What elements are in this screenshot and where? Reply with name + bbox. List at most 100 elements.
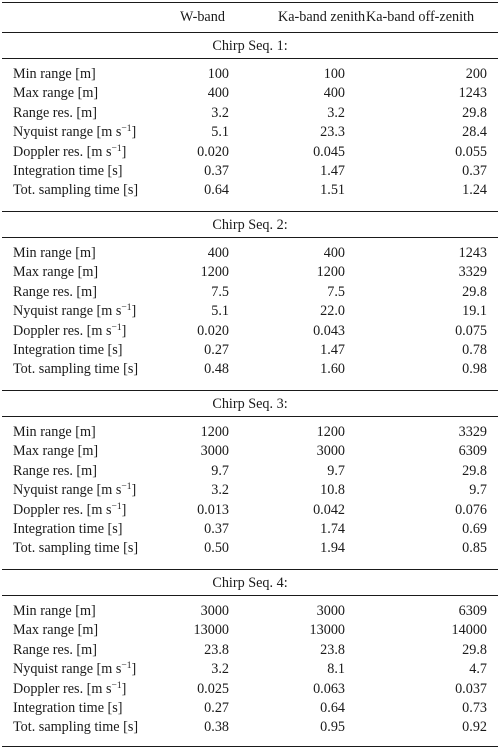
section-title-text: Chirp Seq. 1: (212, 38, 288, 54)
value-w-band: 23.8 (204, 641, 229, 658)
value-ka-zenith: 1.94 (320, 540, 345, 557)
value-ka-zenith: 3.2 (327, 104, 345, 121)
row-label-tail: ] (121, 501, 127, 518)
row-label-text: Doppler res. [m s (13, 680, 112, 697)
row-label: Integration time [s] (13, 701, 123, 715)
value-ka-off-zenith: 6309 (458, 603, 487, 619)
value-ka-off-zenith: 0.076 (455, 501, 487, 518)
value-w-band: 13000 (193, 622, 229, 639)
value-w-band: 5.1 (211, 303, 229, 320)
value-ka-zenith: 7.5 (327, 283, 345, 300)
row-label-text: Integration time [s] (13, 342, 123, 358)
value-w-band: 0.37 (204, 521, 229, 537)
value-ka-zenith: 8.1 (327, 661, 345, 678)
value-ka-off-zenith: 0.98 (462, 361, 487, 378)
table-row: Nyquist range [m s−1] 3.2 8.1 4.7 (0, 659, 500, 679)
value-ka-zenith: 22.0 (320, 303, 345, 320)
value-ka-off-zenith: 0.69 (462, 521, 487, 537)
value-ka-off-zenith: 28.4 (462, 124, 487, 141)
value-w-band: 0.025 (197, 680, 229, 697)
row-label-text: Doppler res. [m s (13, 143, 112, 160)
value-ka-zenith: 1.74 (320, 521, 345, 537)
value-ka-off-zenith: 29.8 (462, 462, 487, 479)
row-label-tail: ] (131, 482, 137, 499)
row-label-text: Tot. sampling time [s] (13, 719, 139, 736)
value-ka-off-zenith: 0.37 (462, 163, 487, 179)
row-label-text: Doppler res. [m s (13, 322, 112, 339)
table-row: Integration time [s] 0.27 1.47 0.78 (0, 340, 500, 360)
row-label-tail: ] (131, 303, 137, 320)
value-w-band: 0.48 (204, 361, 229, 378)
row-label-text: Min range [m] (13, 424, 96, 440)
value-ka-off-zenith: 0.73 (462, 700, 487, 716)
value-ka-off-zenith: 200 (465, 66, 487, 82)
table-row: Min range [m] 100 100 200 (0, 64, 500, 84)
value-ka-off-zenith: 4.7 (469, 661, 487, 678)
table-row: Tot. sampling time [s] 0.64 1.51 1.24 (0, 180, 500, 200)
unit-exponent: −1 (111, 322, 122, 333)
row-label: Range res. [m] (13, 285, 97, 299)
value-ka-zenith: 0.063 (313, 680, 345, 697)
table-row: Tot. sampling time [s] 0.50 1.94 0.85 (0, 538, 500, 558)
value-w-band: 0.27 (204, 342, 229, 358)
row-label: Min range [m] (13, 67, 96, 81)
value-ka-zenith: 0.043 (313, 322, 345, 339)
row-label: Max range [m] (13, 444, 98, 458)
value-ka-zenith: 1200 (316, 264, 345, 281)
row-label: Nyquist range [m s−1] (13, 303, 137, 320)
row-label: Tot. sampling time [s] (13, 720, 138, 734)
value-ka-zenith: 400 (323, 245, 345, 261)
table-row: Max range [m] 1200 1200 3329 (0, 262, 500, 282)
row-label: Tot. sampling time [s] (13, 541, 138, 555)
value-ka-off-zenith: 29.8 (462, 283, 487, 300)
header-w-band: W-band (180, 9, 225, 25)
value-w-band: 1200 (200, 424, 229, 440)
row-label: Min range [m] (13, 246, 96, 260)
row-label-text: Tot. sampling time [s] (13, 540, 139, 557)
table-row: Doppler res. [m s−1] 0.013 0.042 0.076 (0, 500, 500, 520)
bottom-rule (2, 746, 498, 747)
value-ka-off-zenith: 3329 (458, 424, 487, 440)
row-label: Integration time [s] (13, 164, 123, 178)
value-ka-zenith: 13000 (309, 622, 345, 639)
value-w-band: 7.5 (211, 283, 229, 300)
table-row: Max range [m] 3000 3000 6309 (0, 441, 500, 461)
value-ka-zenith: 1.51 (320, 182, 345, 199)
row-label: Doppler res. [m s−1] (13, 680, 127, 697)
value-w-band: 100 (207, 66, 229, 82)
row-label-text: Range res. [m] (13, 104, 97, 121)
row-label-text: Range res. [m] (13, 641, 97, 658)
value-w-band: 3000 (200, 603, 229, 619)
value-w-band: 0.64 (204, 182, 229, 199)
top-rule (2, 2, 498, 3)
table-row: Integration time [s] 0.27 0.64 0.73 (0, 698, 500, 718)
table-row: Range res. [m] 3.2 3.2 29.8 (0, 103, 500, 123)
value-ka-zenith: 3000 (316, 603, 345, 619)
unit-exponent: −1 (121, 124, 132, 135)
value-ka-off-zenith: 1243 (458, 85, 487, 102)
table-row: Nyquist range [m s−1] 5.1 23.3 28.4 (0, 122, 500, 142)
section-subrule (2, 595, 498, 596)
table-row: Max range [m] 13000 13000 14000 (0, 620, 500, 640)
value-ka-off-zenith: 3329 (458, 264, 487, 281)
row-label-tail: ] (121, 322, 127, 339)
section-title-text: Chirp Seq. 4: (212, 575, 288, 591)
value-w-band: 400 (207, 245, 229, 261)
section-title: Chirp Seq. 3: (0, 394, 500, 414)
row-label-text: Max range [m] (13, 622, 99, 639)
row-label-tail: ] (121, 680, 127, 697)
section-rule (2, 569, 498, 570)
row-label: Min range [m] (13, 425, 96, 439)
table-row: Nyquist range [m s−1] 3.2 10.8 9.7 (0, 480, 500, 500)
value-w-band: 1200 (200, 264, 229, 281)
table-row: Min range [m] 400 400 1243 (0, 243, 500, 263)
row-label-tail: ] (131, 661, 137, 678)
table-row: Min range [m] 1200 1200 3329 (0, 422, 500, 442)
value-w-band: 0.020 (197, 322, 229, 339)
unit-exponent: −1 (111, 143, 122, 154)
value-ka-zenith: 9.7 (327, 462, 345, 479)
value-ka-zenith: 23.3 (320, 124, 345, 141)
section-title-text: Chirp Seq. 3: (212, 396, 288, 412)
table-row: Max range [m] 400 400 1243 (0, 83, 500, 103)
value-ka-off-zenith: 6309 (458, 443, 487, 460)
